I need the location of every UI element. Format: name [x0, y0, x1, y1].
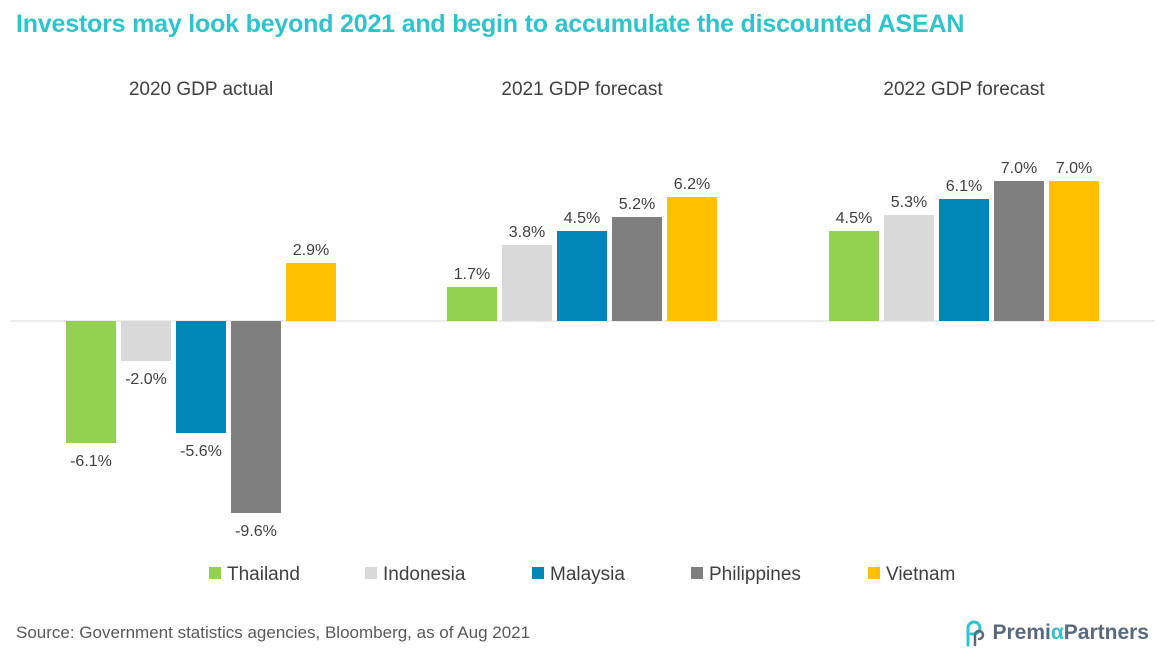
legend-label-vietnam: Vietnam [886, 564, 955, 585]
bar-malaysia-3 [939, 199, 989, 321]
chart-title: Investors may look beyond 2021 and begin… [16, 10, 965, 38]
legend-swatch-indonesia [365, 567, 377, 579]
data-label-vietnam-2: 6.2% [674, 176, 710, 193]
bar-indonesia-2 [502, 245, 552, 321]
data-label-philippines-1: -9.6% [235, 523, 277, 540]
brand-prefix: Premi [992, 621, 1051, 644]
source-note: Source: Government statistics agencies, … [16, 623, 531, 642]
data-label-vietnam-1: 2.9% [293, 242, 329, 259]
legend-label-malaysia: Malaysia [550, 564, 625, 585]
bar-philippines-3 [994, 181, 1044, 321]
data-label-indonesia-2: 3.8% [509, 224, 545, 241]
bar-malaysia-2 [557, 231, 607, 321]
legend-swatch-vietnam [868, 567, 880, 579]
bar-philippines-1 [231, 321, 281, 513]
data-label-malaysia-1: -5.6% [180, 443, 222, 460]
group-title-3: 2022 GDP forecast [883, 79, 1045, 100]
data-label-vietnam-3: 7.0% [1056, 160, 1092, 177]
data-label-malaysia-3: 6.1% [946, 178, 982, 195]
data-label-indonesia-1: -2.0% [125, 371, 167, 388]
legend-label-thailand: Thailand [227, 564, 300, 585]
legend-swatch-philippines [691, 567, 703, 579]
bar-thailand-1 [66, 321, 116, 443]
data-label-philippines-3: 7.0% [1001, 160, 1037, 177]
data-label-indonesia-3: 5.3% [891, 194, 927, 211]
data-label-thailand-3: 4.5% [836, 210, 872, 227]
brand-name: PremiαPartners [992, 621, 1149, 645]
bar-indonesia-1 [121, 321, 171, 361]
brand-alpha: α [1050, 621, 1064, 644]
data-label-philippines-2: 5.2% [619, 196, 655, 213]
data-label-malaysia-2: 4.5% [564, 210, 600, 227]
premia-logo-icon [966, 620, 985, 647]
legend-label-indonesia: Indonesia [383, 564, 466, 585]
bar-vietnam-3 [1049, 181, 1099, 321]
bar-thailand-2 [447, 287, 497, 321]
legend-swatch-malaysia [532, 567, 544, 579]
bar-vietnam-1 [286, 263, 336, 321]
legend-label-philippines: Philippines [709, 564, 801, 585]
group-title-1: 2020 GDP actual [129, 79, 273, 100]
bar-malaysia-1 [176, 321, 226, 433]
group-title-2: 2021 GDP forecast [501, 79, 663, 100]
data-label-thailand-1: -6.1% [70, 453, 112, 470]
bar-vietnam-2 [667, 197, 717, 321]
brand-suffix: Partners [1063, 621, 1149, 644]
brand-logo: PremiαPartners [962, 619, 1149, 647]
bar-philippines-2 [612, 217, 662, 321]
bar-thailand-3 [829, 231, 879, 321]
data-label-thailand-2: 1.7% [454, 266, 490, 283]
bar-indonesia-3 [884, 215, 934, 321]
legend-swatch-thailand [209, 567, 221, 579]
